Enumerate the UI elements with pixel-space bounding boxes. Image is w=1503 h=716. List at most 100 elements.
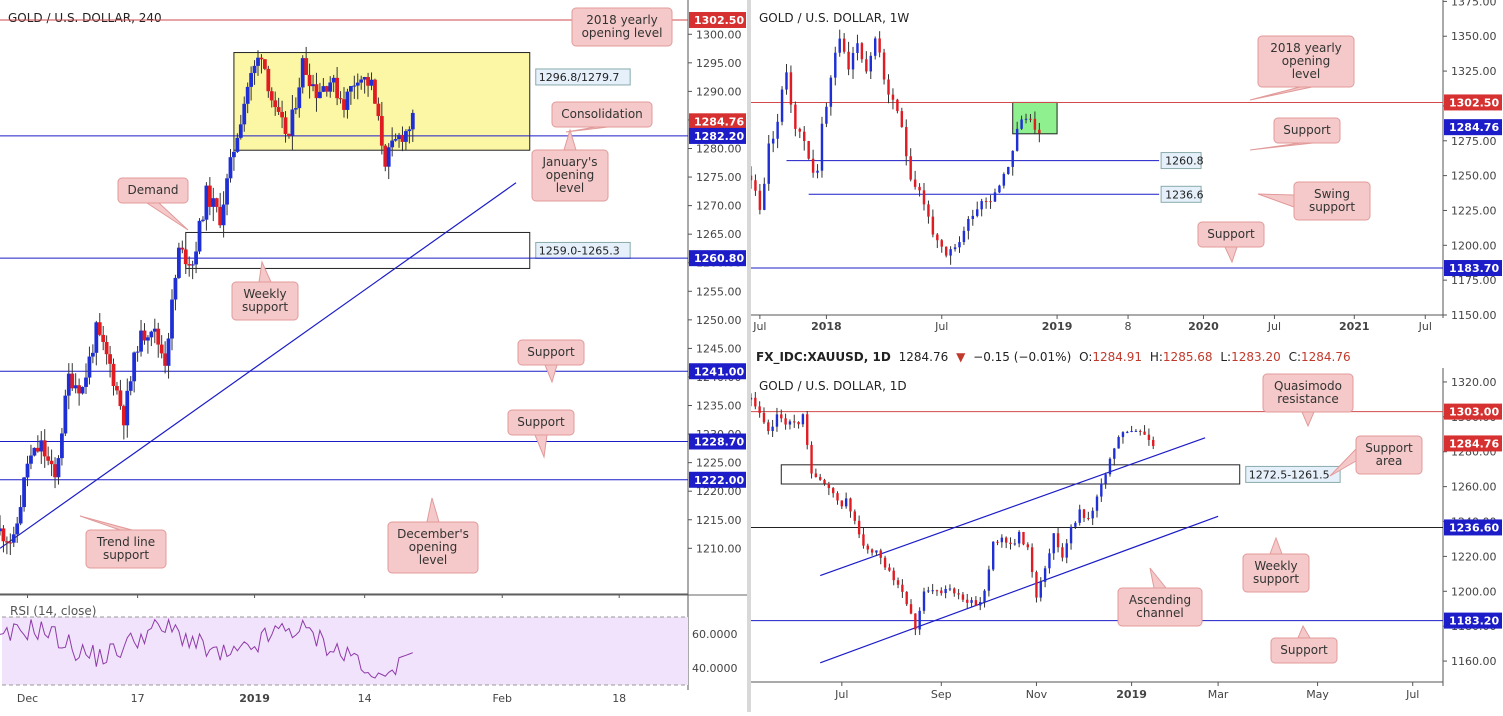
candle-down [811, 158, 815, 173]
callout-box [1293, 181, 1371, 221]
level-badge [1444, 435, 1502, 452]
candle-down [754, 397, 757, 407]
candle-down [931, 216, 935, 235]
callout-text: Support [1365, 441, 1413, 455]
candle-up [66, 373, 71, 396]
zone-label: 1259.0-1265.3 [539, 244, 620, 257]
candle-up [18, 507, 23, 524]
y-tick-label: 1280.00 [696, 143, 742, 156]
candle-down [338, 98, 343, 100]
candle-down [966, 599, 969, 603]
candle-down [823, 479, 826, 484]
candle-down [940, 240, 943, 247]
callout-text: Quasimodo [1274, 379, 1342, 393]
candle-down [366, 77, 370, 86]
candle-up [998, 185, 1001, 193]
candle-down [913, 179, 917, 187]
x-tick-label: 2019 [1042, 320, 1073, 333]
candle-up [204, 185, 209, 220]
candle-up [873, 38, 877, 56]
y-tick-label: 1200.00 [1451, 239, 1497, 252]
candle-up [225, 178, 229, 205]
vertical-divider[interactable] [747, 0, 751, 712]
candle-up [776, 121, 779, 139]
h4-chart[interactable]: GOLD / U.S. DOLLAR, 240 1210.00 1215.00 122… [0, 0, 747, 712]
callout-pointer [145, 202, 189, 231]
candle-down [847, 51, 850, 70]
candle-down [159, 344, 164, 354]
candle-up [1039, 581, 1042, 598]
callout-text: Weekly [1254, 559, 1297, 573]
candle-up [1121, 432, 1125, 438]
candle-up [992, 541, 995, 570]
callout-text: support [1309, 200, 1355, 214]
callout-text: 2018 yearly [586, 13, 658, 27]
candle-up [245, 86, 250, 104]
candle-down [280, 111, 284, 118]
callout-text: area [1376, 454, 1403, 468]
level-badge [689, 433, 746, 450]
candle-up [1130, 430, 1133, 432]
callout-text: opening level [582, 26, 663, 40]
chart-title: GOLD / U.S. DOLLAR, 1W [759, 11, 909, 25]
candle-up [235, 137, 240, 152]
candle-down [784, 418, 787, 425]
symbol-name[interactable]: FX_IDC:XAUUSD, 1D [756, 350, 891, 364]
candle-up [979, 602, 982, 606]
annotation-callout: Support [517, 339, 585, 384]
candle-up [362, 77, 367, 80]
candle-up [780, 89, 784, 122]
y-tick-label: 1175.00 [1451, 274, 1497, 287]
candle-up [922, 591, 926, 611]
candle-down [266, 68, 271, 92]
level-label: 1183.70 [1449, 262, 1499, 275]
candle-down [806, 414, 809, 445]
candle-down [1, 528, 6, 542]
candle-down [35, 447, 40, 452]
candle-up [1024, 118, 1028, 120]
candle-up [25, 463, 30, 478]
candle-down [180, 247, 185, 250]
x-tick-label: Jul [834, 688, 848, 701]
rsi-tick-label: 60.0000 [692, 628, 738, 641]
candle-up [348, 86, 353, 92]
last-price: 1284.76 [898, 350, 949, 364]
candle-down [789, 72, 793, 105]
candle-up [944, 588, 947, 594]
callout-text: channel [1136, 606, 1183, 620]
candle-down [870, 549, 874, 553]
candle-up [958, 242, 961, 248]
candle-up [825, 106, 828, 124]
candle-up [135, 351, 140, 353]
x-tick-label: 14 [358, 692, 372, 705]
y-tick-label: 1290.00 [696, 85, 742, 98]
callout-text: support [1253, 572, 1299, 586]
x-tick-label: Nov [1026, 688, 1048, 701]
callout-text: resistance [1277, 392, 1339, 406]
callout-box [551, 101, 653, 128]
zone-label-box [1245, 465, 1341, 483]
level-badge [689, 11, 746, 28]
annotation-callout: Support [1270, 624, 1338, 664]
callout-text: Trend line [96, 535, 155, 549]
symbol-info-bar: FX_IDC:XAUUSD, 1D 1284.76 ▼ −0.15 (−0.01… [756, 350, 1355, 364]
candle-down [111, 363, 116, 387]
chart-title: GOLD / U.S. DOLLAR, 1D [759, 379, 907, 393]
candle-down [794, 104, 797, 129]
candle-up [128, 381, 133, 391]
candle-up [844, 498, 848, 507]
candle-up [232, 151, 236, 158]
candle-up [1113, 448, 1116, 459]
candle-down [935, 590, 939, 592]
candle-down [1026, 544, 1029, 548]
x-tick-label: Jul [752, 320, 766, 333]
candle-down [879, 550, 882, 558]
candle-down [259, 57, 264, 60]
daily-chart[interactable]: GOLD / U.S. DOLLAR, 1D1160.001180.001200… [749, 368, 1503, 712]
y-tick-label: 1250.00 [696, 314, 742, 327]
x-tick-label: Jul [1405, 688, 1419, 701]
weekly-chart[interactable]: GOLD / U.S. DOLLAR, 1W 1150.00 1175.00 1200… [749, 0, 1503, 342]
y-tick-label: 1325.00 [1451, 65, 1497, 78]
